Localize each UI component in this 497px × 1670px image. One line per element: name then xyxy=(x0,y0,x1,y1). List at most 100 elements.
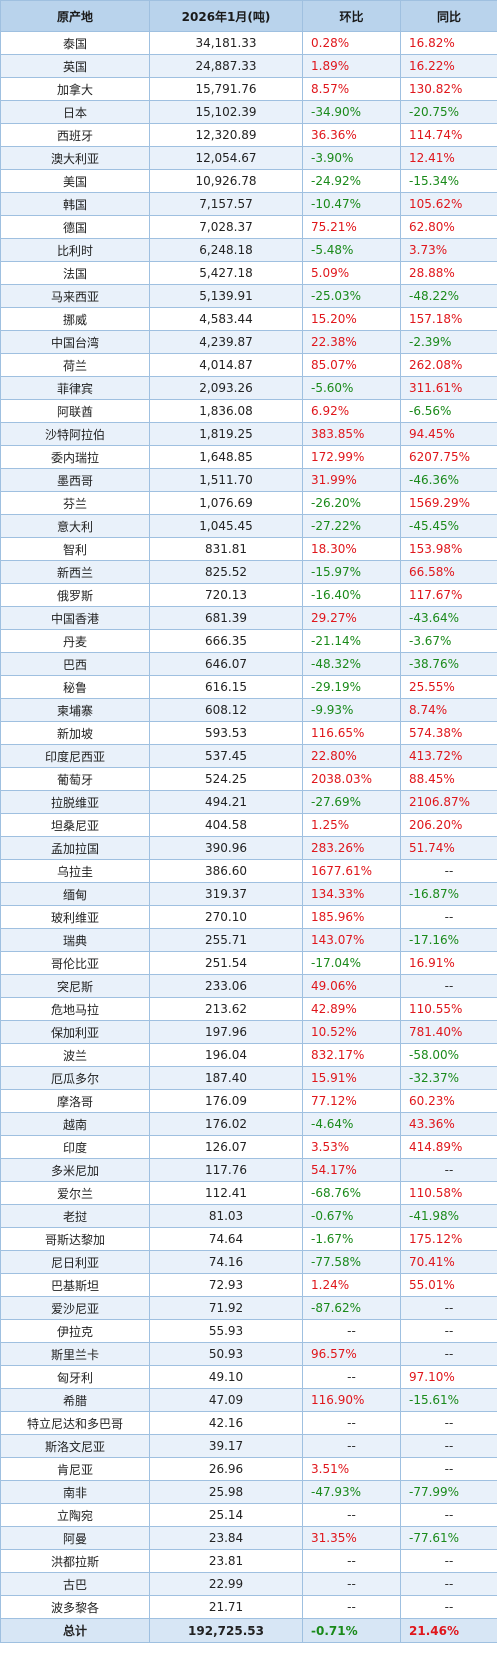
mom-cell: 832.17% xyxy=(302,1043,401,1067)
origin-cell: 中国香港 xyxy=(0,606,150,630)
origin-cell: 巴基斯坦 xyxy=(0,1273,150,1297)
yoy-cell: -48.22% xyxy=(400,284,497,308)
tons-cell: 404.58 xyxy=(149,813,303,837)
mom-cell: 75.21% xyxy=(302,215,401,239)
table-row: 波兰 196.04 832.17% -58.00% xyxy=(0,1043,497,1067)
yoy-cell: 114.74% xyxy=(400,123,497,147)
mom-cell: 383.85% xyxy=(302,422,401,446)
table-row: 特立尼达和多巴哥 42.16 -- -- xyxy=(0,1411,497,1435)
yoy-cell: -45.45% xyxy=(400,514,497,538)
origin-cell: 印度 xyxy=(0,1135,150,1159)
mom-cell: 8.57% xyxy=(302,77,401,101)
origin-cell: 荷兰 xyxy=(0,353,150,377)
tons-cell: 270.10 xyxy=(149,905,303,929)
yoy-cell: -- xyxy=(400,1319,497,1343)
table-row: 斯里兰卡 50.93 96.57% -- xyxy=(0,1342,497,1366)
yoy-cell: 97.10% xyxy=(400,1365,497,1389)
table-row: 新西兰 825.52 -15.97% 66.58% xyxy=(0,560,497,584)
tons-cell: 50.93 xyxy=(149,1342,303,1366)
table-row: 阿曼 23.84 31.35% -77.61% xyxy=(0,1526,497,1550)
table-row: 伊拉克 55.93 -- -- xyxy=(0,1319,497,1343)
table-row: 越南 176.02 -4.64% 43.36% xyxy=(0,1112,497,1136)
mom-cell: 85.07% xyxy=(302,353,401,377)
tons-cell: 187.40 xyxy=(149,1066,303,1090)
tons-cell: 213.62 xyxy=(149,997,303,1021)
origin-cell: 洪都拉斯 xyxy=(0,1549,150,1573)
table-row: 匈牙利 49.10 -- 97.10% xyxy=(0,1365,497,1389)
origin-cell: 德国 xyxy=(0,215,150,239)
origin-cell: 韩国 xyxy=(0,192,150,216)
origin-cell: 马来西亚 xyxy=(0,284,150,308)
table-row: 泰国 34,181.33 0.28% 16.82% xyxy=(0,31,497,55)
origin-cell: 挪威 xyxy=(0,307,150,331)
table-row: 美国 10,926.78 -24.92% -15.34% xyxy=(0,169,497,193)
origin-cell: 立陶宛 xyxy=(0,1503,150,1527)
yoy-cell: 206.20% xyxy=(400,813,497,837)
total-row: 总计 192,725.53 -0.71% 21.46% xyxy=(0,1618,497,1643)
yoy-cell: -77.61% xyxy=(400,1526,497,1550)
mom-cell: -3.90% xyxy=(302,146,401,170)
origin-cell: 斯里兰卡 xyxy=(0,1342,150,1366)
mom-cell: -48.32% xyxy=(302,652,401,676)
origin-cell: 日本 xyxy=(0,100,150,124)
mom-cell: 49.06% xyxy=(302,974,401,998)
mom-cell: 6.92% xyxy=(302,399,401,423)
yoy-cell: 70.41% xyxy=(400,1250,497,1274)
mom-cell: -- xyxy=(302,1319,401,1343)
header-yoy: 同比 xyxy=(400,0,497,32)
mom-cell: -16.40% xyxy=(302,583,401,607)
mom-cell: -- xyxy=(302,1503,401,1527)
table-row: 孟加拉国 390.96 283.26% 51.74% xyxy=(0,836,497,860)
table-row: 菲律宾 2,093.26 -5.60% 311.61% xyxy=(0,376,497,400)
mom-cell: 0.28% xyxy=(302,31,401,55)
yoy-cell: -15.34% xyxy=(400,169,497,193)
table-row: 希腊 47.09 116.90% -15.61% xyxy=(0,1388,497,1412)
tons-cell: 593.53 xyxy=(149,721,303,745)
yoy-cell: 110.55% xyxy=(400,997,497,1021)
mom-cell: 54.17% xyxy=(302,1158,401,1182)
tons-cell: 112.41 xyxy=(149,1181,303,1205)
origin-cell: 菲律宾 xyxy=(0,376,150,400)
mom-cell: -- xyxy=(302,1549,401,1573)
table-row: 韩国 7,157.57 -10.47% 105.62% xyxy=(0,192,497,216)
mom-cell: -21.14% xyxy=(302,629,401,653)
tons-cell: 49.10 xyxy=(149,1365,303,1389)
mom-cell: -34.90% xyxy=(302,100,401,124)
mom-cell: 1.24% xyxy=(302,1273,401,1297)
origin-cell: 秘鲁 xyxy=(0,675,150,699)
mom-cell: 2038.03% xyxy=(302,767,401,791)
tons-cell: 176.09 xyxy=(149,1089,303,1113)
table-row: 中国香港 681.39 29.27% -43.64% xyxy=(0,606,497,630)
table-row: 缅甸 319.37 134.33% -16.87% xyxy=(0,882,497,906)
yoy-cell: 88.45% xyxy=(400,767,497,791)
table-row: 波多黎各 21.71 -- -- xyxy=(0,1595,497,1619)
yoy-cell: 311.61% xyxy=(400,376,497,400)
mom-cell: 15.20% xyxy=(302,307,401,331)
yoy-cell: 25.55% xyxy=(400,675,497,699)
tons-cell: 1,648.85 xyxy=(149,445,303,469)
tons-cell: 196.04 xyxy=(149,1043,303,1067)
table-row: 澳大利亚 12,054.67 -3.90% 12.41% xyxy=(0,146,497,170)
yoy-cell: -- xyxy=(400,1411,497,1435)
table-row: 西班牙 12,320.89 36.36% 114.74% xyxy=(0,123,497,147)
mom-cell: 31.99% xyxy=(302,468,401,492)
mom-cell: 22.38% xyxy=(302,330,401,354)
table-row: 爱尔兰 112.41 -68.76% 110.58% xyxy=(0,1181,497,1205)
table-row: 洪都拉斯 23.81 -- -- xyxy=(0,1549,497,1573)
mom-cell: 172.99% xyxy=(302,445,401,469)
table-row: 坦桑尼亚 404.58 1.25% 206.20% xyxy=(0,813,497,837)
table-row: 意大利 1,045.45 -27.22% -45.45% xyxy=(0,514,497,538)
total-yoy: 21.46% xyxy=(400,1618,497,1643)
origin-cell: 匈牙利 xyxy=(0,1365,150,1389)
table-row: 保加利亚 197.96 10.52% 781.40% xyxy=(0,1020,497,1044)
table-row: 秘鲁 616.15 -29.19% 25.55% xyxy=(0,675,497,699)
tons-cell: 825.52 xyxy=(149,560,303,584)
tons-cell: 47.09 xyxy=(149,1388,303,1412)
mom-cell: -- xyxy=(302,1411,401,1435)
yoy-cell: -77.99% xyxy=(400,1480,497,1504)
yoy-cell: 66.58% xyxy=(400,560,497,584)
origin-cell: 印度尼西亚 xyxy=(0,744,150,768)
tons-cell: 720.13 xyxy=(149,583,303,607)
origin-cell: 希腊 xyxy=(0,1388,150,1412)
